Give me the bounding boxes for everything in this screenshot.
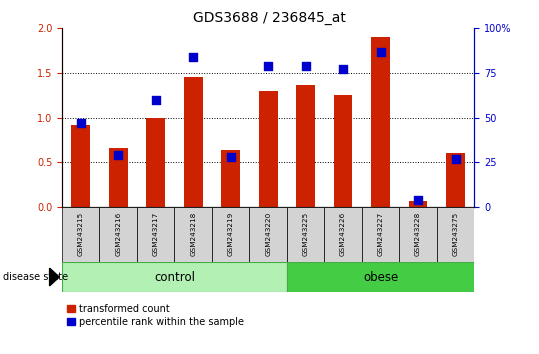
Bar bbox=[71, 125, 90, 207]
Text: control: control bbox=[154, 270, 195, 284]
Text: GSM243217: GSM243217 bbox=[153, 211, 158, 256]
Point bbox=[301, 63, 310, 69]
Point bbox=[114, 153, 122, 158]
Bar bbox=[399, 207, 437, 262]
Text: obese: obese bbox=[363, 270, 398, 284]
Bar bbox=[175, 207, 212, 262]
Point bbox=[451, 156, 460, 162]
Text: GSM243219: GSM243219 bbox=[227, 211, 234, 256]
Bar bbox=[324, 207, 362, 262]
Bar bbox=[100, 207, 137, 262]
Text: disease state: disease state bbox=[3, 272, 68, 282]
Bar bbox=[371, 37, 390, 207]
Text: GDS3688 / 236845_at: GDS3688 / 236845_at bbox=[193, 11, 346, 25]
Polygon shape bbox=[50, 268, 59, 286]
Text: GSM243220: GSM243220 bbox=[265, 211, 271, 256]
Text: GSM243227: GSM243227 bbox=[378, 211, 384, 256]
Point bbox=[414, 197, 423, 203]
Point bbox=[339, 67, 348, 72]
Bar bbox=[212, 207, 250, 262]
Point bbox=[189, 54, 197, 60]
Text: GSM243218: GSM243218 bbox=[190, 211, 196, 256]
Text: GSM243215: GSM243215 bbox=[78, 211, 84, 256]
Point bbox=[264, 63, 273, 69]
Bar bbox=[287, 207, 324, 262]
Bar bbox=[109, 148, 128, 207]
Bar bbox=[62, 207, 100, 262]
Bar bbox=[437, 207, 474, 262]
Text: GSM243275: GSM243275 bbox=[453, 211, 459, 256]
Bar bbox=[446, 153, 465, 207]
Bar bbox=[362, 207, 399, 262]
Bar bbox=[62, 262, 287, 292]
Bar bbox=[296, 85, 315, 207]
Bar bbox=[222, 150, 240, 207]
Bar bbox=[259, 91, 278, 207]
Bar bbox=[250, 207, 287, 262]
Text: GSM243216: GSM243216 bbox=[115, 211, 121, 256]
Bar bbox=[409, 201, 427, 207]
Bar bbox=[184, 78, 203, 207]
Bar bbox=[137, 207, 175, 262]
Text: GSM243228: GSM243228 bbox=[415, 211, 421, 256]
Bar bbox=[146, 118, 165, 207]
Text: GSM243225: GSM243225 bbox=[302, 211, 309, 256]
Legend: transformed count, percentile rank within the sample: transformed count, percentile rank withi… bbox=[67, 304, 245, 327]
Point bbox=[77, 120, 85, 126]
Bar bbox=[334, 95, 353, 207]
Bar bbox=[287, 262, 474, 292]
Text: GSM243226: GSM243226 bbox=[340, 211, 346, 256]
Point bbox=[151, 97, 160, 103]
Point bbox=[376, 49, 385, 55]
Point bbox=[226, 154, 235, 160]
